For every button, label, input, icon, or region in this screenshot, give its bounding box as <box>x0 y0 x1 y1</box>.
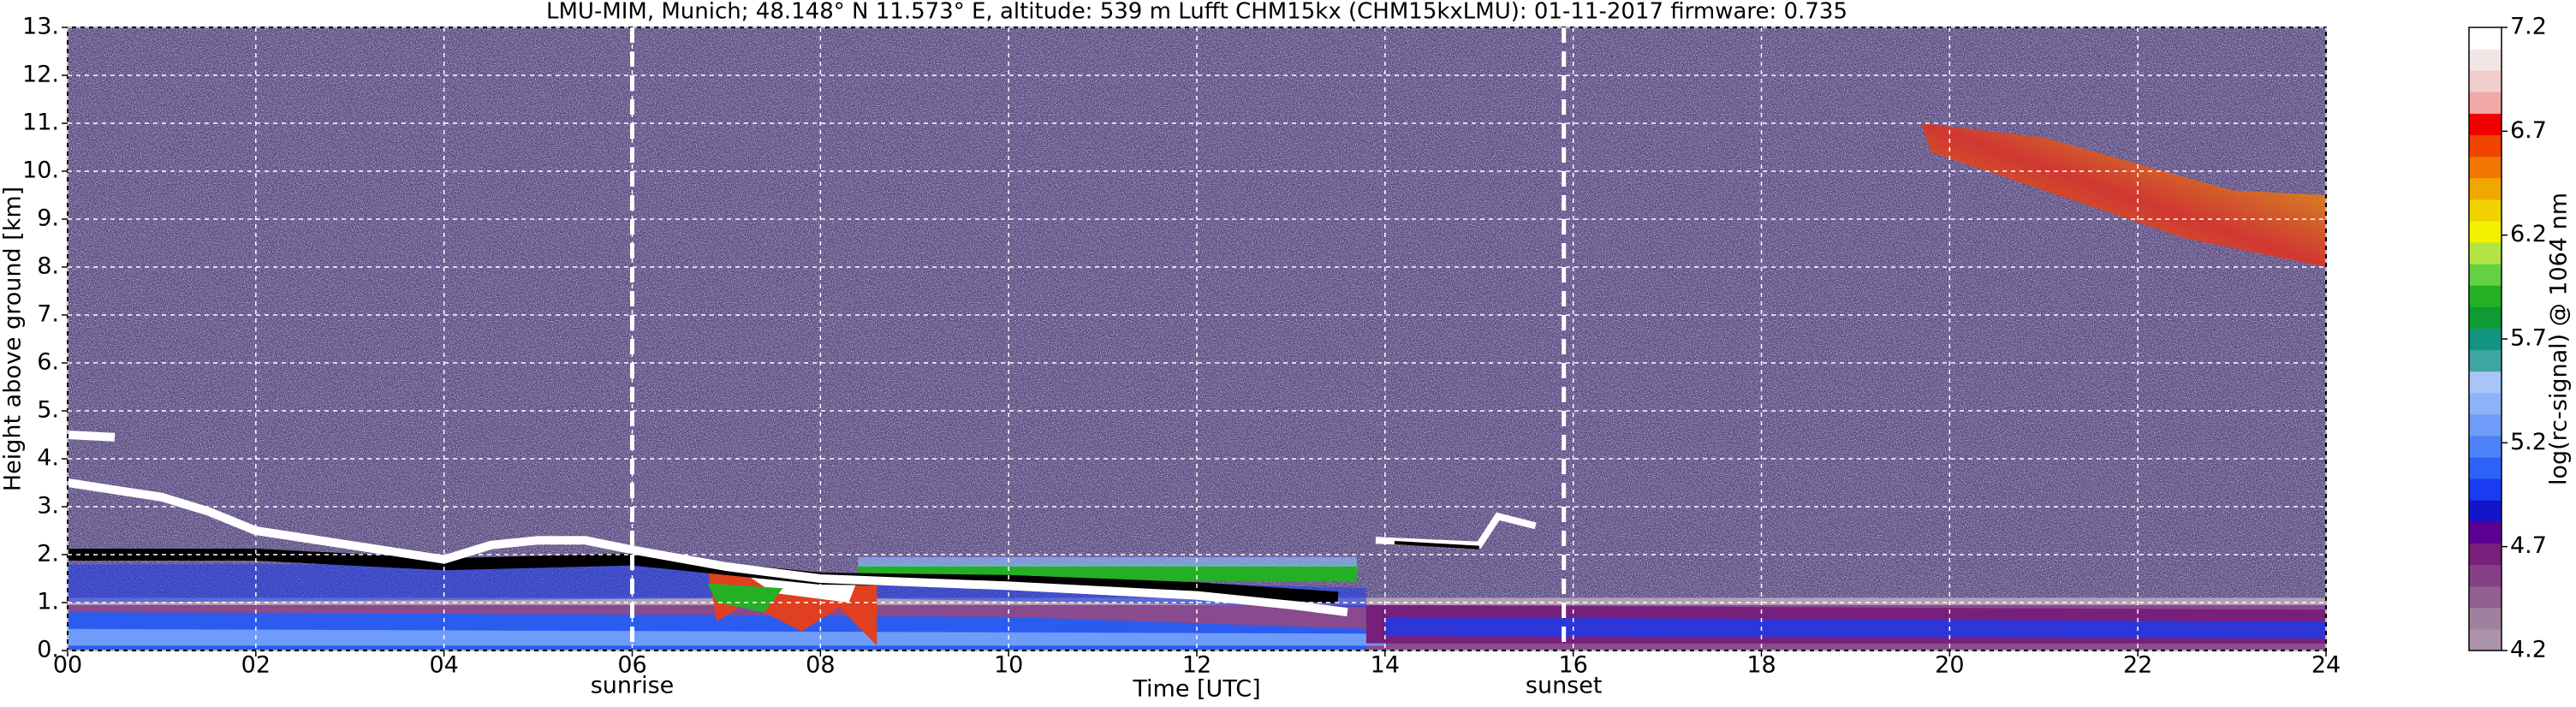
y-tick-label: 8. <box>37 253 59 280</box>
colorbar-segment <box>2469 371 2502 394</box>
y-tick-label: 2. <box>37 541 59 567</box>
colorbar-segment <box>2469 392 2502 415</box>
colorbar-segment <box>2469 435 2502 458</box>
y-tick-label: 6. <box>37 349 59 376</box>
colorbar-segment <box>2469 220 2502 243</box>
colorbar-segment <box>2469 328 2502 351</box>
x-tick-label: 06 <box>617 652 646 679</box>
y-tick-label: 11. <box>22 110 59 136</box>
colorbar-segment <box>2469 92 2502 114</box>
colorbar-tick-label: 6.7 <box>2510 117 2547 144</box>
colorbar-segment <box>2469 156 2502 179</box>
x-tick-label: 12 <box>1182 652 1211 679</box>
colorbar-tick-label: 4.7 <box>2510 532 2547 559</box>
colorbar-segment <box>2469 500 2502 522</box>
x-tick-label: 24 <box>2311 652 2341 679</box>
colorbar-segment <box>2469 177 2502 200</box>
colorbar-segment <box>2469 543 2502 566</box>
x-tick-label: 22 <box>2123 652 2152 679</box>
colorbar-label: log(rc-signal) @ 1064 nm <box>2546 193 2573 485</box>
y-axis-label: Height above ground [km] <box>0 187 27 491</box>
x-axis-label: Time [UTC] <box>1132 676 1260 703</box>
colorbar-segment <box>2469 478 2502 501</box>
annotation-label: sunrise <box>591 673 675 699</box>
colorbar-segment <box>2469 134 2502 157</box>
colorbar-segment <box>2469 564 2502 587</box>
y-tick-label: 13. <box>22 14 59 40</box>
colorbar-segment <box>2469 264 2502 286</box>
y-tick-label: 9. <box>37 205 59 232</box>
colorbar-segment <box>2469 607 2502 630</box>
colorbar-segment <box>2469 306 2502 329</box>
x-tick-label: 00 <box>53 652 82 679</box>
colorbar-segment <box>2469 349 2502 372</box>
x-tick-label: 18 <box>1746 652 1776 679</box>
y-tick-label: 12. <box>22 62 59 88</box>
colorbar-segment <box>2469 457 2502 479</box>
x-tick-label: 20 <box>1935 652 1964 679</box>
x-tick-label: 10 <box>994 652 1023 679</box>
colorbar-segment <box>2469 242 2502 264</box>
colorbar-segment <box>2469 70 2502 92</box>
y-tick-label: 7. <box>37 301 59 328</box>
y-tick-label: 1. <box>37 589 59 615</box>
colorbar-segment <box>2469 585 2502 609</box>
colorbar-tick-label: 7.2 <box>2510 14 2547 40</box>
colorbar-tick-label: 5.7 <box>2510 325 2547 352</box>
colorbar-tick-label: 6.2 <box>2510 221 2547 247</box>
y-tick-label: 3. <box>37 493 59 520</box>
colorbar-segment <box>2469 199 2502 222</box>
x-tick-label: 02 <box>241 652 271 679</box>
y-tick-label: 5. <box>37 397 59 424</box>
colorbar-segment <box>2469 49 2502 71</box>
x-tick-label: 16 <box>1558 652 1587 679</box>
colorbar-segment <box>2469 113 2502 136</box>
x-tick-label: 08 <box>806 652 835 679</box>
colorbar-segment <box>2469 413 2502 437</box>
y-tick-label: 0. <box>37 637 59 663</box>
colorbar-tick-label: 5.2 <box>2510 429 2547 455</box>
y-tick-label: 4. <box>37 445 59 472</box>
colorbar-tick-label: 4.2 <box>2510 637 2547 663</box>
annotation-label: sunset <box>1526 673 1603 699</box>
y-tick-label: 10. <box>22 157 59 184</box>
colorbar-segment <box>2469 27 2502 50</box>
colorbar-segment <box>2469 628 2502 651</box>
chart-title: LMU-MIM, Munich; 48.148° N 11.573° E, al… <box>546 0 1847 25</box>
x-tick-label: 04 <box>429 652 458 679</box>
colorbar-segment <box>2469 285 2502 307</box>
colorbar-segment <box>2469 521 2502 544</box>
x-tick-label: 14 <box>1371 652 1400 679</box>
